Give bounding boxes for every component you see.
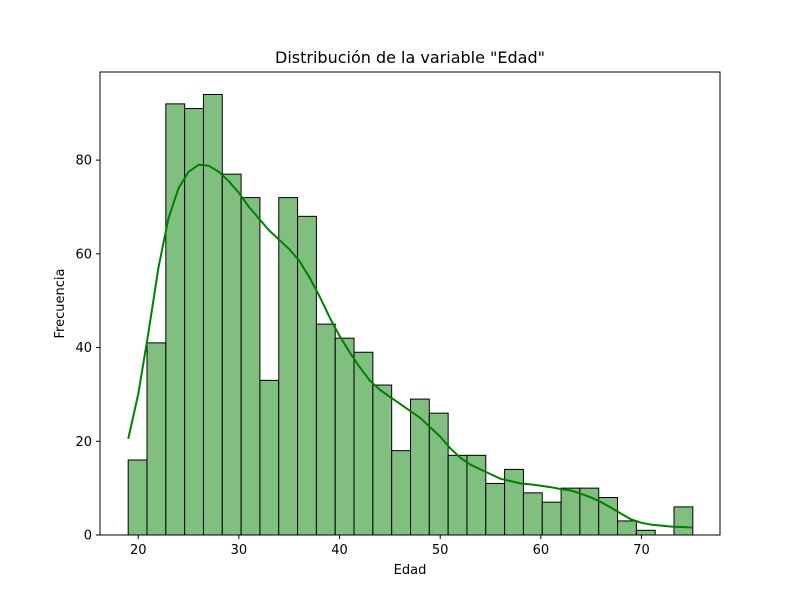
y-axis-ticks: 0 20 40 60 80 (75, 154, 100, 544)
histogram-bar (372, 384, 393, 536)
bars-layer (127, 93, 694, 536)
y-tick-label: 40 (75, 341, 92, 356)
y-tick-label: 80 (75, 154, 92, 169)
x-tick-label: 30 (231, 543, 248, 558)
y-axis-label: Frecuencia (53, 269, 68, 339)
histogram-bar (127, 459, 148, 536)
histogram-bar (391, 450, 412, 536)
histogram-bar (504, 468, 524, 536)
chart-title: Distribución de la variable "Edad" (275, 48, 545, 67)
histogram-bar (541, 501, 562, 536)
histogram-bar (673, 506, 694, 536)
histogram-bar (635, 529, 656, 536)
plot-frame (99, 71, 721, 536)
histogram-bar (315, 323, 336, 536)
kde-curve (127, 163, 692, 529)
x-axis-ticks: 20 30 40 50 60 70 (130, 535, 650, 558)
y-tick-label: 20 (75, 435, 92, 450)
histogram-bar (334, 337, 355, 536)
histogram-bar (447, 454, 468, 536)
x-tick-label: 60 (533, 543, 550, 558)
x-tick-label: 50 (432, 543, 449, 558)
histogram-bar (165, 103, 186, 536)
histogram-bar (522, 492, 543, 536)
histogram-bar (259, 379, 280, 536)
histogram-bar (240, 197, 261, 536)
y-tick-label: 60 (75, 247, 92, 262)
histogram-bar (221, 173, 242, 536)
kde-layer (127, 163, 692, 529)
histogram-bar (560, 487, 581, 536)
x-tick-label: 40 (331, 543, 348, 558)
histogram-bar (485, 482, 506, 536)
histogram-bar (202, 93, 223, 536)
histogram-bar (146, 342, 167, 536)
x-tick-label: 70 (633, 543, 650, 558)
y-tick-label: 0 (84, 529, 92, 544)
histogram-bar (410, 398, 430, 536)
x-tick-label: 20 (130, 543, 147, 558)
histogram-bar (428, 412, 449, 536)
histogram-bar (617, 520, 637, 536)
x-axis-label: Edad (394, 563, 427, 578)
